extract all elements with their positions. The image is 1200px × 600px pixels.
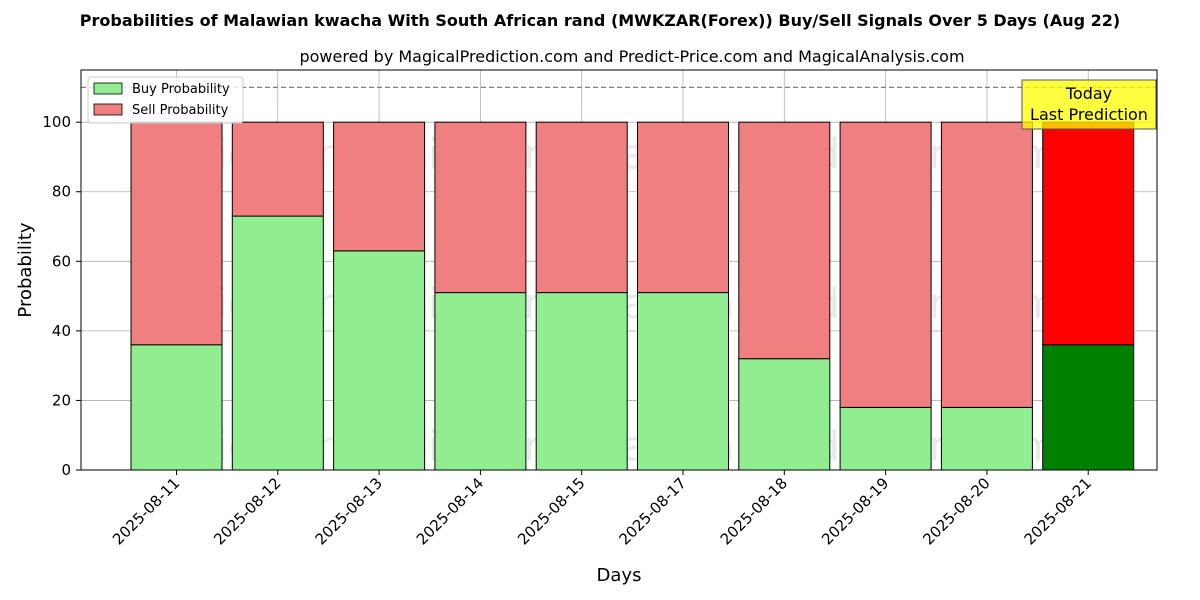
bar-buy [839, 406, 932, 471]
x-axis-label: Days [597, 565, 642, 586]
today-annotation: Today Last Prediction [1021, 79, 1157, 130]
y-ticks: 0 20 40 60 80 100 [42, 113, 81, 479]
y-tick-label: 20 [52, 391, 71, 409]
bar-buy [130, 344, 223, 471]
bar-buy [637, 292, 729, 471]
x-ticks: 2025-08-11 2025-08-12 2025-08-13 2025-08-14… [109, 470, 1095, 548]
today-annotation-box [1021, 79, 1157, 130]
bar-buy [940, 406, 1033, 471]
x-tick-label: 2025-08-13 [312, 474, 386, 548]
y-tick-label: 0 [61, 461, 71, 479]
bar-sell [333, 121, 426, 252]
legend-label-buy: Buy Probability [132, 82, 230, 97]
x-tick-label: 2025-08-20 [919, 474, 993, 548]
chart-subtitle: powered by MagicalPrediction.com and Pre… [299, 47, 964, 66]
y-tick-label: 100 [42, 113, 71, 131]
bar-sell [637, 121, 729, 294]
x-tick-label: 2025-08-15 [514, 474, 588, 548]
today-annotation-line-1: Today [1065, 84, 1112, 103]
bar-buy [434, 292, 527, 471]
chart-title: Probabilities of Malawian kwacha With So… [80, 11, 1120, 30]
legend-swatch-buy [93, 82, 123, 95]
bar-sell [130, 121, 223, 346]
x-tick-label: 2025-08-18 [717, 474, 791, 548]
y-tick-label: 40 [52, 322, 71, 340]
bar-buy [535, 292, 628, 471]
bar-buy [738, 358, 831, 471]
x-tick-label: 2025-08-17 [615, 474, 689, 548]
today-annotation-line-2: Last Prediction [1030, 105, 1148, 124]
legend: Buy Probability Sell Probability [87, 76, 244, 124]
bar-sell [231, 121, 324, 217]
bar-buy [231, 215, 324, 471]
y-tick-label: 60 [52, 252, 71, 270]
bar-sell [839, 121, 932, 408]
bar-sell [535, 121, 628, 294]
bar-buy [333, 250, 426, 471]
y-tick-label: 80 [52, 183, 71, 201]
bar-sell [738, 121, 831, 360]
bars [130, 121, 1135, 471]
legend-box [87, 76, 244, 124]
y-axis-label: Probability [15, 222, 36, 317]
bar-sell [940, 121, 1033, 408]
x-tick-label: 2025-08-12 [210, 474, 284, 548]
plot-frame [80, 69, 1158, 471]
x-tick-label: 2025-08-21 [1021, 474, 1095, 548]
bar-buy [1042, 344, 1135, 471]
legend-label-sell: Sell Probability [132, 103, 229, 118]
bar-sell [1042, 121, 1135, 346]
bar-sell [434, 121, 527, 294]
x-tick-label: 2025-08-19 [818, 474, 892, 548]
legend-swatch-sell [93, 103, 123, 116]
x-tick-label: 2025-08-14 [413, 474, 487, 548]
x-tick-label: 2025-08-11 [109, 474, 183, 548]
